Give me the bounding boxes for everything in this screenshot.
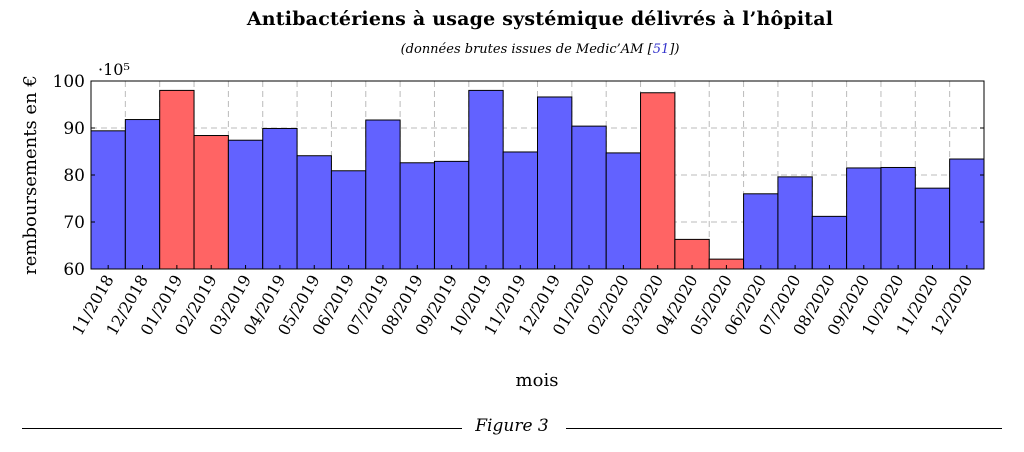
y-tick-label: 70 [63,213,85,233]
y-tick-label: 100 [53,72,85,92]
bar-09-2020[interactable] [846,167,882,270]
bars-group [90,89,985,270]
bar-01-2019[interactable] [159,89,195,270]
bar-07-2020[interactable] [777,176,813,270]
bar-07-2019[interactable] [365,119,401,270]
bar-12-2020[interactable] [949,158,985,270]
figure-caption-text: Figure 3 [465,416,559,436]
bar-12-2018[interactable] [124,119,161,270]
caption-rule-right [566,428,1002,429]
bar-11-2018[interactable] [90,130,126,270]
caption-rule-left [22,428,462,429]
bar-10-2020[interactable] [880,166,916,270]
bar-04-2020[interactable] [674,238,710,270]
subtitle-reference-link[interactable]: 51 [652,42,670,57]
chart-subtitle: (données brutes issues de Medic’AM [51]) [0,42,1024,57]
bar-11-2020[interactable] [914,187,951,270]
bar-08-2020[interactable] [811,215,848,270]
bar-02-2020[interactable] [605,152,642,270]
y-axis-multiplier: ·10⁵ [98,60,130,79]
subtitle-suffix: ]) [669,42,680,57]
bar-10-2019[interactable] [468,89,504,270]
bar-12-2019[interactable] [537,96,573,270]
bar-03-2020[interactable] [640,92,676,270]
bar-08-2019[interactable] [399,162,435,270]
bar-02-2019[interactable] [193,135,229,270]
bar-05-2019[interactable] [296,155,332,270]
y-tick-label: 90 [63,119,85,139]
figure-caption: Figure 3 [0,416,1024,436]
y-axis-ticks: 60 70 80 90 100 [53,72,984,280]
bar-06-2019[interactable] [330,170,367,270]
y-tick-label: 60 [63,260,85,280]
bar-11-2019[interactable] [502,151,538,270]
bar-01-2020[interactable] [571,125,607,270]
y-axis-label: remboursements en € [20,75,41,275]
subtitle-prefix: (données brutes issues de Medic’AM [ [400,42,653,57]
y-tick-label: 80 [63,166,85,186]
bar-09-2019[interactable] [433,160,470,270]
bar-chart: 60 70 80 90 100 11/201812/201801/201902/2019… [20,60,985,391]
bar-06-2020[interactable] [743,193,779,270]
bar-04-2019[interactable] [262,127,298,270]
chart-title: Antibactériens à usage systémique délivr… [246,8,834,30]
x-axis-label: mois [516,370,559,391]
bar-03-2019[interactable] [227,139,264,270]
x-axis-ticks: 11/201812/201801/201902/201903/201904/20… [68,265,976,339]
